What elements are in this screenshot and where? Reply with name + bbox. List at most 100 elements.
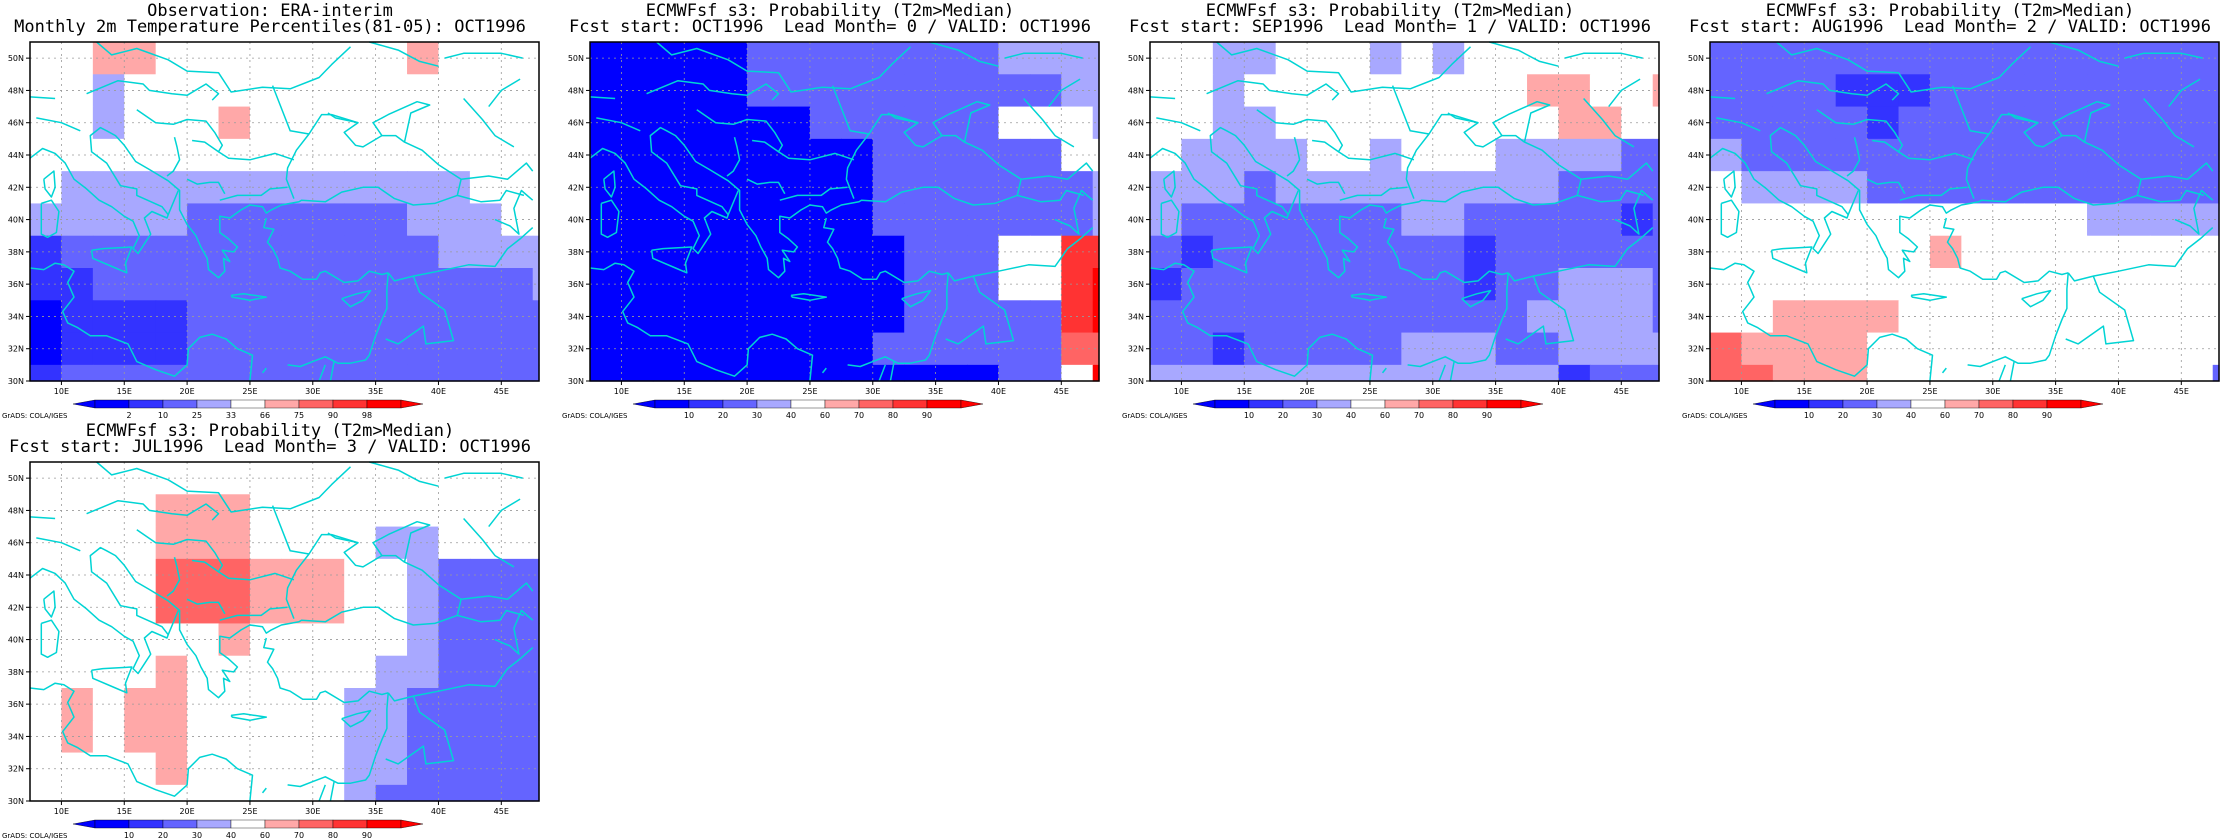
coastline	[36, 117, 81, 132]
grid-cell	[1867, 300, 1900, 334]
grid-cell	[30, 784, 63, 802]
colorbar-label: 30	[192, 831, 202, 840]
coastline	[1608, 78, 1641, 108]
colorbar-label: 20	[158, 831, 168, 840]
lat-tick-label: 34N	[568, 312, 584, 321]
grid-cell	[30, 720, 63, 754]
grid-cell	[344, 784, 377, 802]
grid-cell	[1961, 300, 1994, 334]
lat-tick-label: 34N	[1128, 312, 1144, 321]
coastline	[1206, 79, 1340, 101]
grid-cell	[747, 138, 780, 172]
grid-cell	[532, 526, 540, 560]
grid-cell	[187, 106, 220, 140]
coastline	[1583, 97, 1635, 148]
coastline	[1017, 189, 1085, 203]
coastline	[2174, 189, 2214, 235]
grid-cell	[1558, 203, 1591, 237]
grid-cell	[375, 784, 408, 802]
coastline	[1256, 109, 1344, 153]
lat-tick-label: 44N	[8, 571, 24, 580]
grid-cell	[155, 784, 188, 802]
coastline	[1216, 41, 1472, 93]
grid-cell	[1150, 332, 1183, 366]
grid-cell	[155, 655, 188, 689]
grid-cell	[155, 235, 188, 269]
grid-cell	[407, 591, 440, 625]
grid-cell	[532, 74, 540, 108]
grid-cell	[187, 364, 220, 382]
colorbar-swatch	[298, 399, 334, 409]
grid-cell	[1150, 268, 1183, 301]
colorbar-swatch	[128, 819, 164, 829]
grid-cell	[92, 784, 125, 802]
grid-cell	[2118, 106, 2151, 140]
grid-cell	[61, 364, 94, 382]
coastline	[1770, 246, 1813, 274]
grid-cell	[1338, 364, 1371, 382]
grid-cell	[532, 268, 540, 301]
grid-cell	[747, 42, 780, 75]
grid-cell	[407, 526, 440, 560]
grid-cell	[967, 332, 1000, 366]
grid-cell	[1835, 42, 1868, 75]
lat-tick-label: 50N	[1128, 54, 1144, 63]
panel-subtitle: Monthly 2m Temperature Percentiles(81-05…	[14, 17, 526, 37]
coastline	[457, 189, 525, 203]
colorbar-swatch	[264, 399, 300, 409]
grid-cell	[967, 74, 1000, 108]
coastline	[218, 151, 295, 161]
coastline	[1816, 109, 1904, 153]
axis-labels: 10E 15E 20E 25E 30E 35E 40E 45E 30N 32N 34N 36N 38N 4…	[8, 474, 509, 816]
grid-cell	[375, 364, 408, 382]
grid-cell	[501, 784, 534, 802]
coastline	[166, 557, 181, 597]
grid-cell	[590, 42, 623, 75]
lat-tick-label: 48N	[1128, 86, 1144, 95]
colorbar-swatch	[94, 819, 130, 829]
coastline	[779, 186, 848, 201]
grid-cell	[2181, 364, 2214, 382]
lat-tick-label: 34N	[8, 732, 24, 741]
grid-cell	[1401, 42, 1434, 75]
lat-tick-label: 46N	[1128, 119, 1144, 128]
grid-cell	[2118, 42, 2151, 75]
grid-cell	[872, 235, 905, 269]
grid-cell	[438, 591, 471, 625]
grid-cell	[590, 74, 623, 108]
grid-cell	[2212, 300, 2220, 334]
lon-tick-label: 40E	[991, 387, 1006, 396]
lat-tick-label: 50N	[1688, 54, 1704, 63]
coastline	[219, 606, 288, 621]
grid-cell	[1835, 203, 1868, 237]
colorbar-label: 70	[854, 411, 864, 420]
grid-cell	[281, 462, 314, 495]
coastline	[1021, 162, 1094, 180]
grid-cell	[407, 138, 440, 172]
lat-tick-label: 36N	[8, 700, 24, 709]
grid-cell	[438, 106, 471, 140]
grid-cell	[2118, 268, 2151, 301]
grid-cell	[281, 364, 314, 382]
coastline	[1023, 97, 1075, 148]
grid-cell	[747, 300, 780, 334]
panel-subtitle: Fcst start: SEP1996 Lead Month= 1 / VALI…	[1129, 17, 1651, 37]
grid-cell	[30, 494, 63, 528]
coastline	[1210, 246, 1253, 274]
grid-cell	[155, 332, 188, 366]
coastline	[166, 137, 181, 177]
coastline	[1766, 79, 1900, 101]
grid-cell	[124, 784, 157, 802]
coastline	[2052, 100, 2111, 143]
colorbar-swatch	[1808, 399, 1844, 409]
grid-cell	[1527, 364, 1560, 382]
lon-tick-label: 35E	[368, 807, 383, 816]
grid-cell	[438, 720, 471, 754]
coastline	[318, 364, 326, 382]
coastline	[847, 272, 949, 368]
colorbar-swatch	[128, 399, 164, 409]
coastline	[1489, 41, 1559, 67]
panel-subtitle: Fcst start: AUG1996 Lead Month= 2 / VALI…	[1689, 17, 2211, 37]
grid-cell	[2212, 171, 2220, 205]
coastline	[90, 246, 133, 274]
